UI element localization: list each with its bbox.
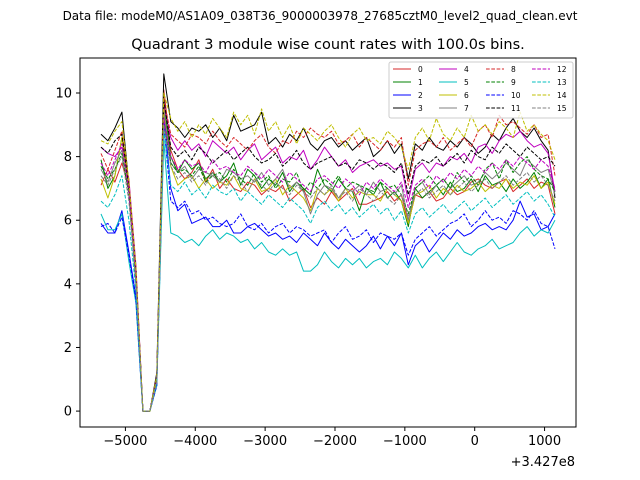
series-line-5 xyxy=(100,140,556,412)
series-line-7 xyxy=(100,111,556,412)
legend-item-9: 9 xyxy=(486,78,516,87)
y-tick-label: 10 xyxy=(55,86,72,101)
series-line-6 xyxy=(100,108,556,412)
x-tick-label: 1000 xyxy=(528,434,561,449)
legend-label-14: 14 xyxy=(557,91,567,100)
legend-label-9: 9 xyxy=(511,78,516,87)
y-tick-label: 0 xyxy=(64,405,72,420)
series-line-1 xyxy=(100,102,556,412)
y-tick-label: 6 xyxy=(64,214,72,229)
legend-item-13: 13 xyxy=(532,78,567,87)
series-line-3 xyxy=(100,73,556,412)
legend-item-11: 11 xyxy=(486,104,521,113)
legend-label-2: 2 xyxy=(418,91,423,100)
legend-item-15: 15 xyxy=(532,104,567,113)
legend-item-3: 3 xyxy=(393,104,423,113)
x-tick-label: −5000 xyxy=(103,434,147,449)
legend-label-6: 6 xyxy=(464,91,469,100)
legend-label-13: 13 xyxy=(557,78,567,87)
y-tick-label: 2 xyxy=(64,341,72,356)
series-line-15 xyxy=(100,124,556,412)
legend-item-4: 4 xyxy=(439,65,469,74)
series-line-13 xyxy=(100,130,556,412)
y-tick-label: 8 xyxy=(64,150,72,165)
legend-label-12: 12 xyxy=(557,65,567,74)
series-line-4 xyxy=(100,105,556,412)
series-layer xyxy=(100,73,556,412)
x-tick-label: −4000 xyxy=(173,434,217,449)
legend-frame xyxy=(388,61,574,119)
legend-item-1: 1 xyxy=(393,78,423,87)
legend-item-8: 8 xyxy=(486,65,516,74)
legend-label-4: 4 xyxy=(464,65,469,74)
legend-label-8: 8 xyxy=(511,65,516,74)
x-offset-label: +3.427e8 xyxy=(511,455,575,470)
legend-label-1: 1 xyxy=(418,78,423,87)
legend-label-3: 3 xyxy=(418,104,423,113)
legend-item-12: 12 xyxy=(532,65,567,74)
legend-item-7: 7 xyxy=(439,104,469,113)
series-line-12 xyxy=(100,117,556,412)
y-tick-label: 4 xyxy=(64,277,72,292)
legend-item-2: 2 xyxy=(393,91,423,100)
x-tick-label: −1000 xyxy=(383,434,427,449)
legend-item-6: 6 xyxy=(439,91,469,100)
legend-label-0: 0 xyxy=(418,65,423,74)
legend-item-0: 0 xyxy=(393,65,423,74)
legend-label-15: 15 xyxy=(557,104,567,113)
series-line-10 xyxy=(100,124,556,412)
series-line-9 xyxy=(100,121,556,412)
data-file-label: Data file: modeM0/AS1A09_038T36_90000039… xyxy=(63,9,578,23)
legend-label-11: 11 xyxy=(511,104,521,113)
plot-frame xyxy=(79,57,577,428)
legend-item-14: 14 xyxy=(532,91,567,100)
x-axis: −5000 −4000 −3000 −2000 −1000 0 1000 xyxy=(103,427,561,449)
series-line-11 xyxy=(100,98,556,412)
x-tick-label: −3000 xyxy=(243,434,287,449)
legend-item-5: 5 xyxy=(439,78,469,87)
y-axis: 0 2 4 6 8 10 xyxy=(55,86,80,420)
x-tick-label: −2000 xyxy=(313,434,357,449)
legend-item-10: 10 xyxy=(486,91,521,100)
x-tick-label: 0 xyxy=(471,434,479,449)
legend-label-7: 7 xyxy=(464,104,469,113)
legend-label-5: 5 xyxy=(464,78,469,87)
series-line-8 xyxy=(100,98,556,412)
chart-title: Quadrant 3 module wise count rates with … xyxy=(131,37,525,53)
legend-label-10: 10 xyxy=(511,91,521,100)
